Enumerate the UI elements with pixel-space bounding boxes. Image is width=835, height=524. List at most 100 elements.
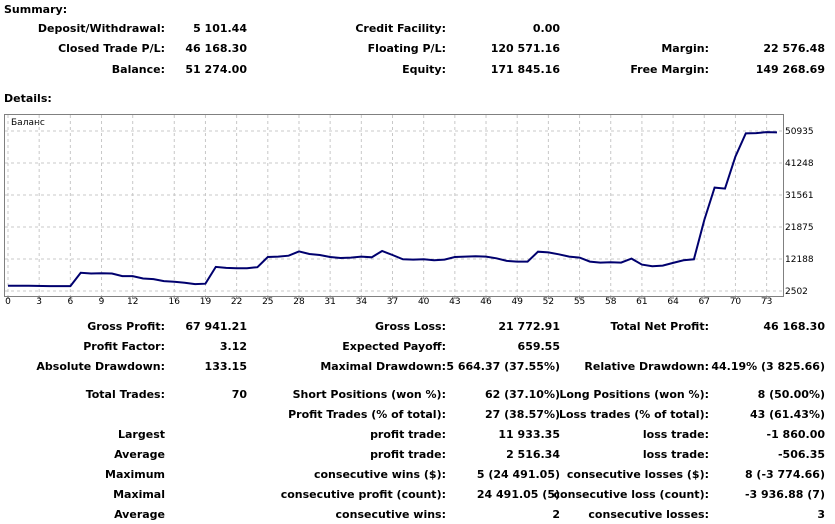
x-tick-label: 12 — [127, 297, 138, 307]
gross-loss-label: Gross Loss: — [375, 320, 446, 333]
credit-facility-value: 0.00 — [532, 22, 560, 35]
maximum-label: Maximum — [105, 468, 165, 481]
closed-trade-pl-label: Closed Trade P/L: — [58, 42, 165, 55]
summary-heading: Summary: — [4, 3, 68, 16]
equity-value: 171 845.16 — [490, 63, 560, 76]
gross-loss-value: 21 772.91 — [498, 320, 560, 333]
maximal-label: Maximal — [113, 488, 165, 501]
deposit-withdrawal-label: Deposit/Withdrawal: — [37, 22, 165, 35]
average-losses-label: consecutive losses: — [588, 508, 709, 521]
x-tick-label: 9 — [99, 297, 105, 307]
closed-trade-pl-value: 46 168.30 — [185, 42, 247, 55]
x-tick-label: 73 — [761, 297, 772, 307]
gross-profit-value: 67 941.21 — [185, 320, 247, 333]
margin-label: Margin: — [661, 42, 709, 55]
equity-label: Equity: — [402, 63, 446, 76]
x-tick-label: 43 — [449, 297, 460, 307]
average-profit-label: profit trade: — [370, 448, 446, 461]
balance-chart: 50935 41248 31561 21875 12188 2502 0 3 6 9 12 16 19 2… — [5, 115, 814, 307]
credit-facility-label: Credit Facility: — [355, 22, 446, 35]
average-consecutive-label: Average — [114, 508, 165, 521]
x-tick-label: 55 — [574, 297, 585, 307]
loss-trades-value: 43 (61.43%) — [749, 408, 825, 421]
x-tick-label: 22 — [231, 297, 242, 307]
maximal-loss-value: -3 936.88 (7) — [744, 488, 825, 501]
maximum-losses-value: 8 (-3 774.66) — [744, 468, 825, 481]
average-wins-value: 2 — [552, 508, 560, 521]
x-tick-label: 3 — [36, 297, 42, 307]
x-tick-label: 25 — [262, 297, 273, 307]
long-positions-label: Long Positions (won %): — [559, 388, 709, 401]
short-positions-label: Short Positions (won %): — [292, 388, 446, 401]
x-tick-label: 6 — [67, 297, 73, 307]
balance-label: Balance: — [111, 63, 165, 76]
average-losses-value: 3 — [817, 508, 825, 521]
maximum-losses-label: consecutive losses ($): — [566, 468, 709, 481]
expected-payoff-value: 659.55 — [517, 340, 560, 353]
x-tick-label: 28 — [293, 297, 305, 307]
x-tick-label: 70 — [730, 297, 742, 307]
total-net-profit-label: Total Net Profit: — [610, 320, 710, 333]
x-tick-label: 16 — [169, 297, 181, 307]
profit-trades-label: Profit Trades (% of total): — [288, 408, 446, 421]
short-positions-value: 62 (37.10%) — [484, 388, 560, 401]
x-tick-label: 46 — [480, 297, 492, 307]
x-tick-label: 19 — [200, 297, 212, 307]
total-net-profit-value: 46 168.30 — [763, 320, 825, 333]
x-tick-label: 52 — [543, 297, 554, 307]
chart-title: Баланс — [11, 118, 45, 128]
average-profit-value: 2 516.34 — [506, 448, 560, 461]
free-margin-value: 149 268.69 — [755, 63, 825, 76]
deposit-withdrawal-value: 5 101.44 — [193, 22, 247, 35]
largest-loss-label: loss trade: — [642, 428, 709, 441]
maximum-wins-value: 5 (24 491.05) — [476, 468, 560, 481]
total-trades-label: Total Trades: — [85, 388, 165, 401]
maximal-loss-label: consecutive loss (count): — [553, 488, 709, 501]
relative-drawdown-value: 44.19% (3 825.66) — [711, 360, 825, 373]
long-positions-value: 8 (50.00%) — [757, 388, 825, 401]
profit-factor-label: Profit Factor: — [83, 340, 165, 353]
loss-trades-label: Loss trades (% of total): — [558, 408, 709, 421]
relative-drawdown-label: Relative Drawdown: — [584, 360, 709, 373]
x-tick-label: 34 — [356, 297, 368, 307]
y-tick-label: 12188 — [785, 255, 814, 265]
floating-pl-label: Floating P/L: — [367, 42, 446, 55]
expected-payoff-label: Expected Payoff: — [342, 340, 446, 353]
profit-factor-value: 3.12 — [219, 340, 247, 353]
x-tick-label: 64 — [667, 297, 679, 307]
average-wins-label: consecutive wins: — [335, 508, 446, 521]
maximum-wins-label: consecutive wins ($): — [313, 468, 446, 481]
balance-series-line — [8, 131, 778, 288]
largest-label: Largest — [118, 428, 165, 441]
absolute-drawdown-label: Absolute Drawdown: — [36, 360, 165, 373]
maximal-profit-label: consecutive profit (count): — [280, 488, 446, 501]
y-tick-label: 41248 — [785, 159, 814, 169]
absolute-drawdown-value: 133.15 — [204, 360, 247, 373]
y-tick-label: 21875 — [785, 223, 814, 233]
y-tick-label: 2502 — [785, 287, 808, 297]
x-tick-label: 58 — [605, 297, 617, 307]
x-tick-label: 49 — [511, 297, 523, 307]
x-tick-label: 67 — [699, 297, 710, 307]
average-label: Average — [114, 448, 165, 461]
x-tick-label: 37 — [387, 297, 398, 307]
largest-profit-label: profit trade: — [370, 428, 446, 441]
average-loss-label: loss trade: — [642, 448, 709, 461]
x-tick-label: 31 — [324, 297, 335, 307]
margin-value: 22 576.48 — [763, 42, 825, 55]
average-loss-value: -506.35 — [777, 448, 825, 461]
largest-loss-value: -1 860.00 — [766, 428, 826, 441]
x-tick-label: 61 — [636, 297, 647, 307]
gross-profit-label: Gross Profit: — [87, 320, 165, 333]
y-tick-label: 31561 — [785, 191, 814, 201]
maximal-drawdown-label: Maximal Drawdown: — [320, 360, 446, 373]
x-tick-label: 0 — [5, 297, 11, 307]
maximal-drawdown-value: 5 664.37 (37.55%) — [446, 360, 560, 373]
balance-value: 51 274.00 — [185, 63, 247, 76]
floating-pl-value: 120 571.16 — [490, 42, 560, 55]
free-margin-label: Free Margin: — [630, 63, 709, 76]
x-tick-label: 40 — [418, 297, 430, 307]
largest-profit-value: 11 933.35 — [498, 428, 560, 441]
maximal-profit-value: 24 491.05 (5) — [476, 488, 560, 501]
y-tick-label: 50935 — [785, 127, 814, 137]
